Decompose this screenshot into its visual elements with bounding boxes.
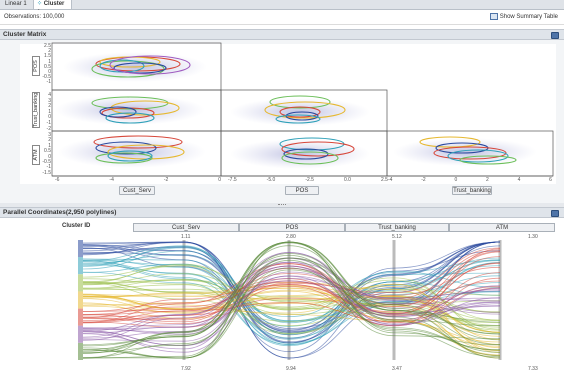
scatter-cell-atm-cust (58, 135, 206, 168)
tab-linear-1[interactable]: Linear 1 ▾ (2, 0, 34, 16)
polyline (82, 247, 501, 322)
polyline (82, 257, 501, 347)
cluster-id-segment (78, 308, 83, 326)
polyline (82, 271, 501, 353)
scatter-cell-trust-pos (230, 95, 370, 126)
x-ticks-pos: -7.5 -5.0 -2.5 0.0 2.5 (228, 177, 388, 183)
polyline (82, 241, 501, 343)
col-var-trust-banking-button[interactable]: Trust_banking (452, 186, 492, 195)
polyline (82, 277, 501, 333)
axis-min-atm: 7.33 (528, 366, 538, 372)
parallel-coordinates-header: Parallel Coordinates(2,950 polylines) (0, 207, 564, 218)
table-icon (490, 13, 499, 20)
cluster-id-segment (78, 274, 83, 292)
polyline (82, 251, 501, 324)
col-var-cust-serv-button[interactable]: Cust_Serv (119, 186, 155, 195)
axis-min-pos: 9.94 (286, 366, 296, 372)
tab-bar: Linear 1 ▾ ⁘ Cluster 1 ✕ (0, 0, 564, 16)
col-var-pos-button[interactable]: POS (285, 186, 319, 195)
x-ticks-trust: -4 -2 0 2 4 6 (388, 177, 552, 183)
polyline (82, 254, 501, 352)
row-label-pos: POS (32, 56, 40, 76)
axis-min-trust: 3.47 (392, 366, 402, 372)
row-label-atm: ATM (32, 145, 40, 165)
axis-header-cust-serv[interactable]: Cust_Serv (133, 223, 239, 232)
cluster-id-label: Cluster ID (62, 223, 91, 229)
axis-header-trust-banking[interactable]: Trust_banking (345, 223, 449, 232)
polyline (82, 275, 501, 339)
maximize-icon[interactable] (551, 210, 559, 217)
axis-max-cust-serv: 1.11 (181, 234, 191, 240)
cluster-id-segment (78, 240, 83, 258)
polyline (82, 261, 501, 342)
polyline (82, 253, 501, 351)
x-ticks-cust-serv: -6 -4 -2 0 (55, 177, 221, 183)
observations-count: Observations: 100,000 (4, 14, 65, 20)
row-label-trust-banking: Trust_banking (32, 92, 40, 128)
maximize-icon[interactable] (551, 32, 559, 39)
cluster-id-segment (78, 291, 83, 309)
polyline (82, 241, 501, 331)
axis-min-cust-serv: 7.92 (181, 366, 191, 372)
polyline (82, 277, 501, 333)
cluster-matrix-header: Cluster Matrix (0, 29, 564, 40)
tab-label: Linear 1 (5, 1, 27, 7)
polylines (82, 241, 501, 359)
polyline (82, 269, 501, 359)
axis-max-pos: 2.80 (286, 234, 296, 240)
polyline (82, 260, 501, 327)
polyline (82, 241, 501, 353)
axis-header-pos[interactable]: POS (239, 223, 345, 232)
axis-header-atm[interactable]: ATM (449, 223, 555, 232)
cluster-id-segment (78, 342, 83, 360)
parallel-coordinates-plot (78, 240, 502, 360)
panel-title: Parallel Coordinates(2,950 polylines) (3, 209, 117, 216)
polyline (82, 245, 501, 353)
summary-table-label: Show Summary Table (499, 14, 558, 21)
axis-max-atm: 1.30 (528, 234, 538, 240)
polyline (82, 245, 501, 336)
polyline (82, 267, 501, 358)
panel-title: Cluster Matrix (3, 31, 47, 38)
polyline (82, 285, 501, 340)
cluster-id-segment (78, 325, 83, 343)
y-ticks-trust: 4 3 2 1 0 -1 -2 (46, 92, 51, 132)
scatter-cell-trust-cust (55, 95, 205, 125)
polyline (82, 247, 501, 325)
y-ticks-atm: 3 2 1 0.5 0 -0.5 -1 -1.5 (42, 132, 51, 176)
scatter-cell-pos-cust (63, 52, 207, 82)
cluster-matrix-plot (0, 40, 564, 206)
cluster-id-segment (78, 257, 83, 275)
polyline (82, 246, 501, 324)
cluster-icon: ⁘ (37, 1, 43, 7)
axis-max-trust: 5.12 (392, 234, 402, 240)
show-summary-table-button[interactable]: Show Summary Table (490, 13, 558, 21)
scatter-cell-atm-trust (393, 136, 537, 166)
polyline (82, 249, 501, 323)
cluster-id-strip (78, 240, 83, 360)
polyline (82, 266, 501, 319)
polyline (82, 241, 501, 359)
scatter-cell-atm-pos (230, 137, 370, 169)
polyline (82, 257, 501, 359)
tab-cluster-1[interactable]: ⁘ Cluster 1 ✕ (34, 0, 72, 16)
polyline (82, 259, 501, 318)
polyline (82, 287, 501, 352)
observations-bar: Observations: 100,000 Show Summary Table (0, 10, 564, 25)
polyline (82, 241, 501, 332)
polyline (82, 263, 501, 321)
y-ticks-pos: 2.5 2 1.5 1 0.5 0 -0.5 -1 (42, 43, 51, 86)
